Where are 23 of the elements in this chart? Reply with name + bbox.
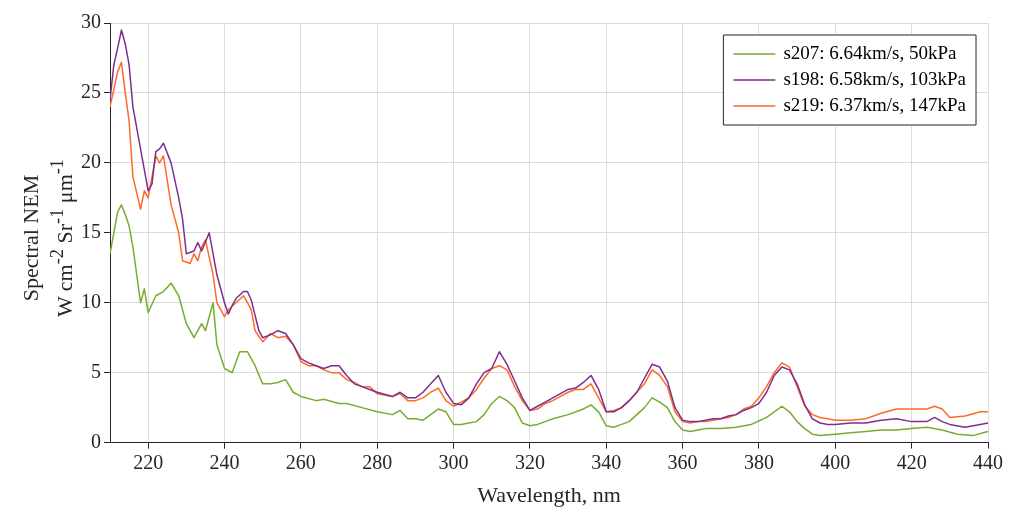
x-tick-label: 320 (514, 450, 545, 473)
y-tick-label: 0 (91, 429, 101, 452)
x-tick-label: 440 (973, 450, 1003, 473)
x-tick-label: 280 (362, 450, 393, 473)
x-tick-label: 420 (896, 450, 927, 473)
x-tick-label: 240 (209, 450, 240, 473)
legend-label: s198: 6.58km/s, 103kPa (783, 67, 967, 89)
x-tick-label: 400 (820, 450, 851, 473)
y-tick-label: 30 (81, 10, 101, 33)
x-tick-label: 340 (591, 450, 622, 473)
y-tick-label: 5 (91, 359, 101, 382)
x-axis-title: Wavelength, nm (477, 481, 621, 507)
y-tick-label: 20 (81, 150, 101, 173)
legend-label: s219: 6.37km/s, 147kPa (783, 93, 967, 115)
x-tick-label: 260 (285, 450, 316, 473)
legend-label: s207: 6.64km/s, 50kPa (783, 41, 958, 63)
y-tick-label: 25 (81, 80, 101, 103)
x-tick-label: 360 (667, 450, 698, 473)
y-tick-label: 15 (81, 220, 101, 243)
x-tick-label: 220 (133, 450, 164, 473)
x-tick-label: 380 (743, 450, 774, 473)
x-tick-label: 300 (438, 450, 469, 473)
y-tick-label: 10 (81, 289, 101, 312)
